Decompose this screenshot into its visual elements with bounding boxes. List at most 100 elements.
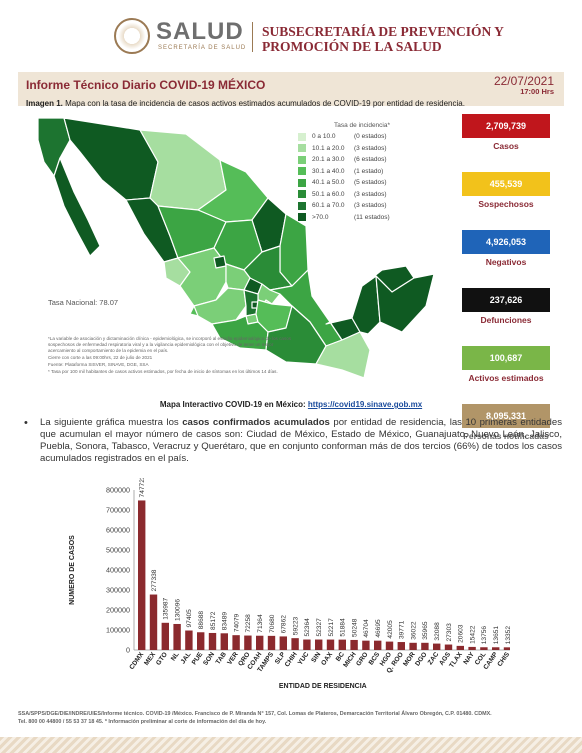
legend-count: (3 estados) [354,190,387,198]
legend-range: 20.1 a 30.0 [312,156,345,164]
map-note: Fuente: Plataforma SISVER, SINAVE, DGE, … [48,362,149,367]
legend-row: >70.0 (11 estados) [298,212,410,224]
y-tick-label: 100000 [106,626,130,635]
category-label: TAB [215,651,228,666]
paragraph-text: La siguiente gráfica muestra los casos c… [40,417,562,465]
report-title: Informe Técnico Diario COVID-19 MÉXICO [26,78,266,92]
bar-value-label: 46695 [375,619,382,638]
bar [480,647,488,650]
bar [279,636,287,650]
bar-value-label: 51884 [340,618,347,637]
bar [385,641,394,650]
legend-count: (3 estados) [354,202,387,210]
interactive-map-link[interactable]: https://covid19.sinave.gob.mx [307,400,423,409]
stat-notified: 8,095,331 Personas notificadas [462,404,550,462]
legend-count: (3 estados) [354,144,387,152]
bar-value-label: 15422 [469,625,476,644]
stat-negative: 4,926,053 Negativos [462,230,550,288]
bar [374,640,382,650]
bar [185,630,193,650]
category-label: MICH [342,651,358,669]
legend-swatch [298,167,306,176]
map-note: *La variable de asociación y dictaminaci… [48,336,292,353]
y-tick-label: 700000 [106,506,130,515]
bar [173,623,181,650]
bar-value-label: 36022 [410,621,417,640]
bar-value-label: 72258 [245,614,252,633]
report-banner: Informe Técnico Diario COVID-19 MÉXICO 2… [18,72,564,106]
stat-value: 237,626 [462,288,550,312]
bar-value-label: 39771 [399,620,406,639]
legend-swatch [298,144,306,153]
stat-value: 8,095,331 [462,404,550,428]
legend-swatch [298,213,306,222]
legend-swatch [298,132,306,141]
bar-value-label: 85172 [210,611,217,630]
map-state-bcs [53,157,101,257]
legend-row: 0 a 10.0 (0 estados) [298,131,410,143]
brand-logo-text: SALUD [156,18,244,45]
legend-swatch [298,201,306,210]
bar-value-label: 42005 [387,620,394,639]
bar-value-label: 52217 [328,618,335,637]
bar [149,594,158,650]
bar-value-label: 59223 [292,616,299,635]
category-label: MOR [402,651,417,668]
y-tick-label: 500000 [106,546,130,555]
bar-value-label: 13756 [481,626,488,645]
legend-range: 60.1 a 70.0 [312,202,345,210]
map-state-ags [213,255,227,269]
stat-label: Defunciones [480,315,532,325]
national-rate: Tasa Nacional: 78.07 [48,298,119,307]
category-label: OAX [320,651,334,667]
bar [492,647,500,650]
legend-title: Tasa de incidencia* [334,122,391,129]
stat-label: Personas notificadas [463,431,549,441]
bar [208,632,217,650]
y-tick-label: 0 [126,646,130,655]
bar-value-label: 35965 [422,621,429,640]
stat-value: 455,539 [462,172,550,196]
bar [444,644,453,650]
map-state-bc [37,117,71,177]
bar-value-label: 13352 [505,626,510,645]
x-axis-label: ENTIDAD DE RESIDENCIA [279,683,367,690]
bar-value-label: 83489 [222,612,229,631]
y-axis-label: NUMERO DE CASOS [69,535,76,605]
stat-active: 100,687 Activos estimados [462,346,550,404]
map-state-qroo [375,273,435,333]
bar [326,639,335,650]
y-tick-label: 400000 [106,566,130,575]
legend-count: (0 estados) [354,133,387,141]
stat-label: Casos [493,141,519,151]
bar [244,635,252,650]
legend-count: (11 estados) [354,213,390,221]
map-state-gro [211,315,269,351]
y-tick-label: 600000 [106,526,130,535]
bar [362,640,370,650]
brand-subtitle: SECRETARÍA DE SALUD [158,45,247,51]
bar-value-label: 97405 [186,609,193,628]
category-label: TLAX [448,651,464,670]
bar-value-label: 27303 [446,623,453,642]
bar-value-label: 135987 [163,597,170,619]
bar [138,500,146,650]
bar-value-label: 52364 [304,618,311,637]
legend-row: 60.1 a 70.0 (3 estados) [298,200,410,212]
bar [197,632,205,650]
category-label: CDMX [128,651,145,671]
legend-row: 40.1 a 50.0 (5 estados) [298,177,410,189]
bar [161,622,169,650]
bar [409,642,417,650]
bar-value-label: 46704 [363,619,370,638]
legend-row: 30.1 a 40.0 (1 estado) [298,166,410,178]
bar-value-label: 52327 [316,618,323,637]
legend-range: 40.1 a 50.0 [312,179,345,187]
bar [291,638,299,650]
category-label: GRO [355,651,369,667]
bar-value-label: 71364 [257,614,264,633]
footer-text: SSA/SPPS/DGE/DIE/INDRE/UIES/Informe técn… [18,711,564,726]
legend-swatch [298,155,306,164]
legend-swatch [298,178,306,187]
footer-pattern [0,737,582,753]
